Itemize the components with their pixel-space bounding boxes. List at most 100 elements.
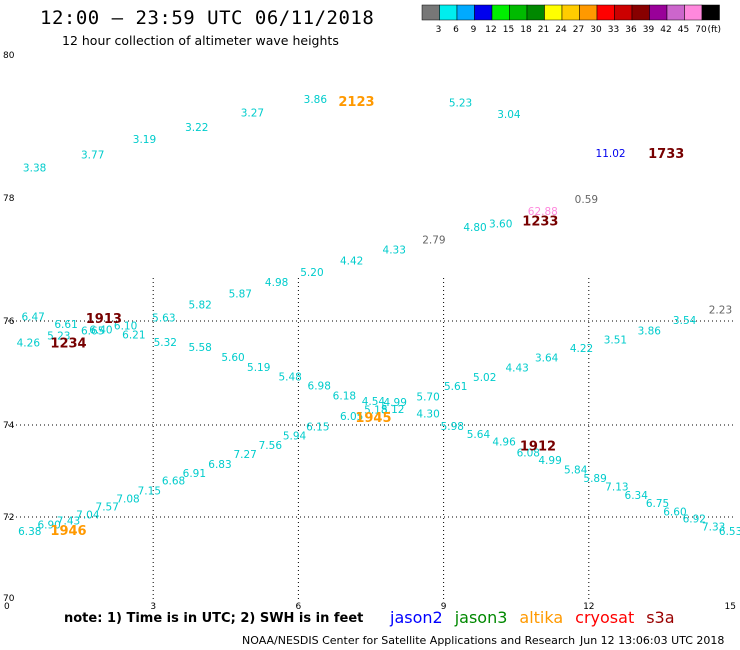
satellite-legend: jason2 jason3 altika cryosat s3a xyxy=(390,608,675,627)
wave-height-label: 0.59 xyxy=(575,194,598,206)
scale-tick-label: 18 xyxy=(520,25,532,35)
y-tick-label: 80 xyxy=(3,51,15,61)
scale-swatch xyxy=(474,4,493,21)
wave-height-label: 6.38 xyxy=(18,526,41,538)
wave-height-label: 7.08 xyxy=(116,494,139,506)
wave-height-label: 4.43 xyxy=(505,362,528,374)
wave-height-label: 5.94 xyxy=(283,431,307,443)
wave-height-label: 5.61 xyxy=(444,381,467,393)
satellite-cryosat: cryosat xyxy=(575,608,635,627)
wave-height-label: 5.89 xyxy=(583,473,606,485)
wave-height-label: 3.19 xyxy=(133,134,156,146)
scale-swatch xyxy=(439,4,458,21)
wave-height-label: 3.77 xyxy=(81,150,104,162)
scale-swatch xyxy=(561,4,580,21)
wave-height-label: 5.84 xyxy=(564,464,588,476)
wave-height-label: 7.56 xyxy=(259,440,283,452)
wave-height-label: 3.04 xyxy=(497,109,521,121)
wave-height-label: 6.05 xyxy=(340,411,363,423)
wave-height-label: 4.33 xyxy=(383,244,406,256)
x-tick-label: 6 xyxy=(296,602,302,612)
scale-swatch xyxy=(526,4,545,21)
scale-swatch xyxy=(631,4,650,21)
wave-height-label: 3.22 xyxy=(185,122,208,134)
pass-time-label: 1945 xyxy=(355,411,391,426)
satellite-jason2: jason2 xyxy=(390,608,443,627)
wave-height-label: 6.92 xyxy=(683,514,706,526)
wave-height-label: 7.15 xyxy=(138,485,161,497)
scale-swatch xyxy=(456,4,475,21)
wave-height-label: 6.10 xyxy=(114,320,137,332)
wave-height-label: 5.19 xyxy=(247,362,270,374)
wave-height-label: 11.02 xyxy=(596,148,626,160)
wave-height-label: 7.13 xyxy=(605,481,628,493)
y-tick-label: 72 xyxy=(3,513,14,523)
scale-unit-label: (ft) xyxy=(708,25,722,35)
wave-height-label: 6.61 xyxy=(54,319,77,331)
color-scale-legend: 3 6 9 12 15 18 21 24 27 30 33 36 39 42 45 70 (ft) xyxy=(421,4,722,35)
wave-height-label: 6.21 xyxy=(122,330,145,342)
scale-tick-label: 33 xyxy=(608,25,619,35)
scale-swatch xyxy=(684,4,703,21)
wave-height-label: 4.80 xyxy=(463,222,486,234)
pass-time-label: 1234 xyxy=(50,337,86,352)
wave-height-label: 5.87 xyxy=(229,289,252,301)
wave-height-label: 4.96 xyxy=(492,437,516,449)
wave-height-label: 6.60 xyxy=(663,507,686,519)
pass-time-label: 1233 xyxy=(522,215,558,230)
wave-height-label: 5.18 xyxy=(364,405,387,417)
satellite-s3a: s3a xyxy=(646,608,675,627)
wave-height-label: 7.57 xyxy=(96,502,119,514)
wave-height-label: 5.60 xyxy=(221,352,244,364)
wave-height-label: 3.86 xyxy=(304,94,328,106)
footer-note: note: 1) Time is in UTC; 2) SWH is in fe… xyxy=(64,611,364,626)
scale-tick-label: 36 xyxy=(625,25,637,35)
wave-height-label: 6.83 xyxy=(208,459,231,471)
data-points: 3.38 3.77 3.19 3.22 3.27 3.86 5.23 3.04 11.02 0.5… xyxy=(17,94,740,538)
generation-timestamp: Jun 12 13:06:03 UTC 2018 xyxy=(580,634,725,647)
scale-tick-label: 39 xyxy=(643,25,655,35)
scale-swatch xyxy=(701,4,720,21)
scale-swatch xyxy=(579,4,598,21)
wave-height-label: 3.38 xyxy=(23,163,46,175)
scale-swatch xyxy=(509,4,528,21)
wave-height-label: 5.23 xyxy=(449,97,472,109)
wave-height-label: 6.65 xyxy=(81,326,104,338)
scale-tick-label: 15 xyxy=(503,25,514,35)
wave-height-label: 5.32 xyxy=(154,337,177,349)
scale-swatch xyxy=(666,4,685,21)
wave-height-label: 4.30 xyxy=(416,409,439,421)
y-tick-label: 74 xyxy=(3,421,15,431)
wave-height-label: 3.60 xyxy=(489,219,512,231)
scale-swatch xyxy=(544,4,563,21)
chart-title: 12:00 – 23:59 UTC 06/11/2018 xyxy=(40,7,375,29)
wave-height-label: 4.99 xyxy=(538,455,561,467)
wave-height-label: 5.23 xyxy=(47,331,70,343)
wave-height-label: 6.40 xyxy=(89,324,112,336)
x-tick-label: 9 xyxy=(441,602,447,612)
wave-height-label: 3.27 xyxy=(241,107,264,119)
wave-height-label: 5.20 xyxy=(300,267,323,279)
wave-height-label: 5.64 xyxy=(467,429,491,441)
pass-time-label: 2123 xyxy=(338,95,374,110)
wave-height-label: 6.34 xyxy=(625,490,649,502)
scale-swatch xyxy=(614,4,633,21)
wave-height-label: 5.70 xyxy=(416,392,439,404)
wave-height-label: 7.27 xyxy=(233,449,256,461)
scale-tick-label: 45 xyxy=(678,25,689,35)
wave-height-label: 7.33 xyxy=(702,521,725,533)
wave-height-label: 7.43 xyxy=(57,515,80,527)
wave-height-label: 3.64 xyxy=(535,353,559,365)
y-tick-label: 70 xyxy=(3,594,15,604)
scale-swatch xyxy=(596,4,615,21)
scale-tick-label: 30 xyxy=(590,25,602,35)
y-tick-label: 78 xyxy=(3,194,15,204)
scale-tick-label: 70 xyxy=(695,25,707,35)
x-tick-label: 0 xyxy=(4,602,10,612)
scale-tick-label: 12 xyxy=(485,25,496,35)
wave-height-label: 4.98 xyxy=(265,277,288,289)
wave-height-label: 5.48 xyxy=(278,371,301,383)
